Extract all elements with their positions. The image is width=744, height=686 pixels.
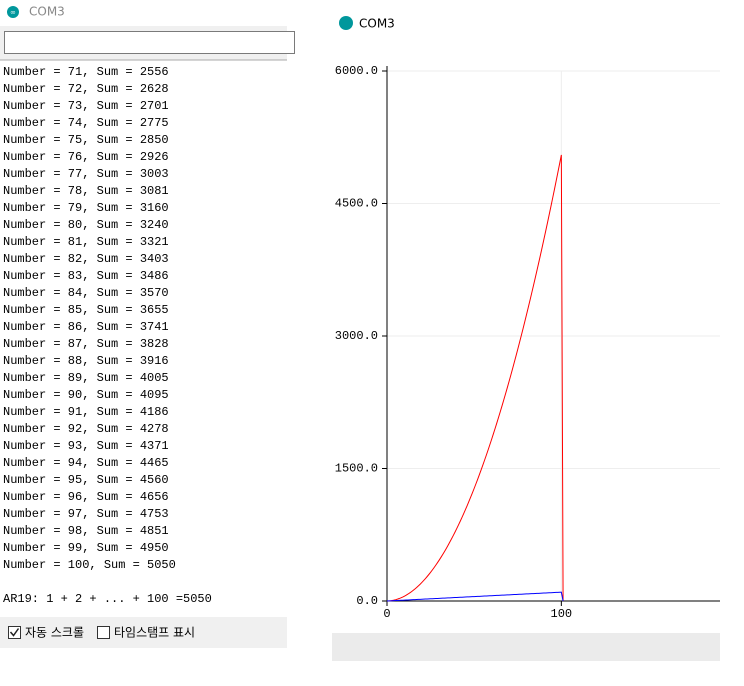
timestamp-label[interactable]: 타임스탬프 표시	[114, 626, 195, 640]
output-line: Number = 79, Sum = 3160	[3, 201, 169, 215]
output-lines: Number = 71, Sum = 2556 Number = 72, Sum …	[3, 65, 176, 572]
output-line: Number = 95, Sum = 4560	[3, 473, 169, 487]
y-tick-label: 3000.0	[335, 329, 378, 343]
output-line: Number = 90, Sum = 4095	[3, 388, 169, 402]
x-tick-label: 100	[551, 607, 573, 621]
plotter-title: COM3	[359, 17, 395, 31]
y-tick-label: 4500.0	[335, 197, 378, 211]
y-tick-label: 6000.0	[335, 64, 378, 78]
output-line: Number = 76, Sum = 2926	[3, 150, 169, 164]
send-input[interactable]	[4, 31, 295, 54]
series-line	[386, 154, 564, 602]
output-line: Number = 100, Sum = 5050	[3, 558, 176, 572]
output-line: Number = 88, Sum = 3916	[3, 354, 169, 368]
output-line: Number = 92, Sum = 4278	[3, 422, 169, 436]
y-tick-label: 1500.0	[335, 462, 378, 476]
output-line: Number = 83, Sum = 3486	[3, 269, 169, 283]
output-line: Number = 72, Sum = 2628	[3, 82, 169, 96]
output-line: Number = 71, Sum = 2556	[3, 65, 169, 79]
output-line: Number = 80, Sum = 3240	[3, 218, 169, 232]
output-line: Number = 77, Sum = 3003	[3, 167, 169, 181]
monitor-title: COM3	[29, 5, 65, 19]
output-line: Number = 89, Sum = 4005	[3, 371, 169, 385]
check-mark	[9, 628, 20, 637]
output-line: Number = 93, Sum = 4371	[3, 439, 169, 453]
output-line: Number = 98, Sum = 4851	[3, 524, 169, 538]
output-line: Number = 94, Sum = 4465	[3, 456, 169, 470]
output-line: Number = 85, Sum = 3655	[3, 303, 169, 317]
output-line: Number = 97, Sum = 4753	[3, 507, 169, 521]
plotter-footer	[332, 633, 720, 661]
output-line: Number = 84, Sum = 3570	[3, 286, 169, 300]
footer-bar	[0, 617, 287, 648]
output-line: Number = 86, Sum = 3741	[3, 320, 169, 334]
output-line: Number = 74, Sum = 2775	[3, 116, 169, 130]
output-line: Number = 73, Sum = 2701	[3, 99, 169, 113]
app-icon	[339, 16, 353, 30]
output-line: Number = 82, Sum = 3403	[3, 252, 169, 266]
icon-glyph: ∞	[10, 9, 16, 17]
output-line: Number = 78, Sum = 3081	[3, 184, 169, 198]
output-line: Number = 81, Sum = 3321	[3, 235, 169, 249]
output-line: Number = 96, Sum = 4656	[3, 490, 169, 504]
output-line: Number = 91, Sum = 4186	[3, 405, 169, 419]
y-tick-label: 0.0	[356, 594, 378, 608]
output-line: Number = 87, Sum = 3828	[3, 337, 169, 351]
timestamp-checkbox[interactable]	[97, 626, 110, 639]
output-line: Number = 75, Sum = 2850	[3, 133, 169, 147]
app-icon	[7, 6, 19, 18]
plot: 0.0 1500.0 3000.0 4500.0 6000.0 0 100	[335, 64, 720, 621]
monitor-window	[0, 0, 287, 682]
result-line: AR19: 1 + 2 + ... + 100 =5050	[3, 592, 212, 606]
output-line: Number = 99, Sum = 4950	[3, 541, 169, 555]
x-tick-label: 0	[383, 607, 390, 621]
autoscroll-label[interactable]: 자동 스크롤	[25, 626, 84, 640]
series-line	[386, 591, 564, 602]
